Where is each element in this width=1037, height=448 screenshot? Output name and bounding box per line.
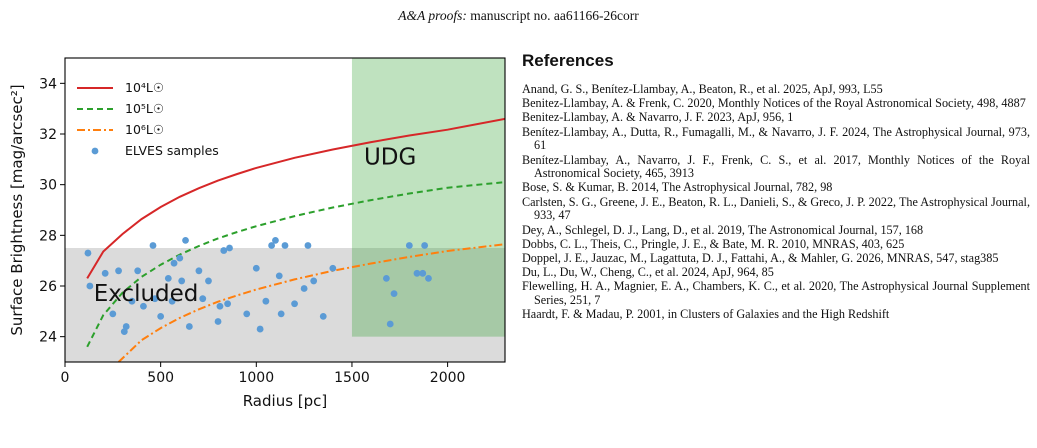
data-point — [386, 320, 394, 328]
reference-item: Haardt, F. & Madau, P. 2001, in Clusters… — [522, 307, 890, 322]
reference-item: Du, L., Du, W., Cheng, C., et al. 2024, … — [522, 265, 774, 280]
data-point — [168, 297, 176, 305]
reference-item: Benitez-Llambay, A. & Frenk, C. 2020, Mo… — [522, 96, 1026, 111]
running-head: A&A proofs: manuscript no. aa61166-26cor… — [0, 8, 1037, 24]
data-point — [256, 325, 264, 333]
reference-item: Dobbs, C. L., Theis, C., Pringle, J. E.,… — [522, 236, 905, 251]
data-point — [281, 242, 289, 249]
series-line — [117, 243, 505, 362]
manuscript-id: manuscript no. aa61166-26corr — [470, 8, 639, 23]
data-point — [170, 259, 178, 267]
data-point — [275, 272, 283, 280]
data-point — [300, 285, 308, 292]
plot-area — [65, 58, 505, 362]
x-tick-label: 0 — [61, 370, 70, 386]
reference-item: Flewelling, H. A., Magnier, E. A., Chamb… — [522, 279, 1030, 308]
references-list: Anand, G. S., Benítez-Llambay, A., Beato… — [522, 82, 1030, 322]
data-point — [382, 275, 390, 282]
reference-item: Doppel, J. E., Jauzac, M., Lagattuta, D.… — [522, 250, 999, 265]
data-point — [277, 310, 285, 318]
reference-item: Benítez-Llambay, A., Dutta, R., Fumagall… — [522, 124, 1030, 153]
data-point — [405, 242, 413, 249]
reference-item: Anand, G. S., Benítez-Llambay, A., Beato… — [522, 82, 883, 96]
data-point — [205, 277, 212, 285]
udg-label: UDG — [364, 144, 416, 170]
data-point — [195, 267, 203, 275]
x-tick-label: 1000 — [238, 370, 274, 386]
legend-label: 10⁶L☉ — [125, 122, 164, 137]
data-point — [185, 323, 193, 330]
references-heading: References — [522, 51, 614, 70]
y-axis-label: Surface Brightness [mag/arcsec²] — [8, 84, 26, 335]
y-tick-label: 28 — [39, 228, 57, 244]
reference-item: Benítez-Llambay, A., Navarro, J. F., Fre… — [522, 152, 1030, 181]
data-point — [115, 267, 122, 275]
data-point — [109, 310, 117, 318]
data-point — [157, 313, 165, 320]
reference-item: Bose, S. & Kumar, B. 2014, The Astrophys… — [522, 180, 833, 195]
data-point — [182, 237, 189, 244]
udg-region — [351, 58, 505, 337]
data-point — [268, 242, 276, 249]
data-point — [176, 254, 184, 262]
data-point — [178, 277, 186, 285]
data-point — [226, 244, 233, 252]
journal-name: A&A proofs: — [398, 8, 467, 23]
x-tick-label: 1500 — [334, 370, 370, 386]
y-tick-label: 26 — [39, 279, 57, 295]
data-point — [413, 269, 421, 277]
data-point — [272, 237, 279, 244]
reference-item: Dey, A., Schlegel, D. J., Lang, D., et a… — [522, 222, 924, 237]
data-point — [122, 323, 130, 330]
data-point — [252, 264, 260, 272]
data-point — [319, 313, 327, 320]
reference-item: Benitez-Llambay, A. & Navarro, J. F. 202… — [522, 110, 794, 125]
references-section: References Anand, G. S., Benítez-Llambay… — [522, 50, 1030, 322]
y-tick-label: 24 — [39, 330, 57, 346]
data-point — [243, 310, 251, 318]
y-tick-label: 32 — [39, 127, 57, 143]
y-tick-label: 30 — [39, 178, 57, 194]
data-point — [329, 264, 337, 272]
data-point — [291, 300, 298, 308]
series-line — [86, 117, 505, 279]
x-axis-label: Radius [pc] — [243, 392, 328, 410]
data-point — [101, 269, 109, 277]
series-line — [86, 181, 505, 348]
data-point — [216, 302, 224, 310]
legend-marker — [91, 147, 99, 155]
data-point — [134, 267, 142, 275]
data-point — [310, 277, 318, 285]
data-point — [390, 290, 398, 297]
x-tick-label: 500 — [147, 370, 174, 386]
data-point — [84, 249, 92, 257]
x-tick-label: 2000 — [430, 370, 466, 386]
data-point — [140, 302, 147, 310]
legend-label: ELVES samples — [125, 143, 219, 158]
data-point — [262, 297, 270, 305]
data-point — [421, 242, 429, 249]
excluded-label: Excluded — [94, 281, 199, 307]
surface-brightness-chart: UDG Excluded 0 500 1000 1500 2000 24 26 28 30 32 34 R… — [8, 57, 506, 410]
data-point — [304, 242, 312, 249]
axes-frame — [64, 57, 506, 363]
data-point — [224, 300, 232, 308]
data-point — [128, 297, 136, 305]
data-point — [164, 275, 172, 282]
data-point — [149, 242, 157, 249]
reference-item: Carlsten, S. G., Greene, J. E., Beaton, … — [522, 194, 1030, 223]
data-point — [151, 295, 159, 303]
y-tick-label: 34 — [39, 76, 57, 92]
data-point — [425, 275, 432, 282]
legend-label: 10⁵L☉ — [125, 101, 164, 116]
data-point — [86, 282, 94, 290]
data-point — [214, 318, 222, 325]
data-point — [419, 269, 427, 277]
data-point — [220, 247, 228, 254]
data-point — [199, 295, 207, 303]
legend-label: 10⁴L☉ — [125, 80, 164, 95]
